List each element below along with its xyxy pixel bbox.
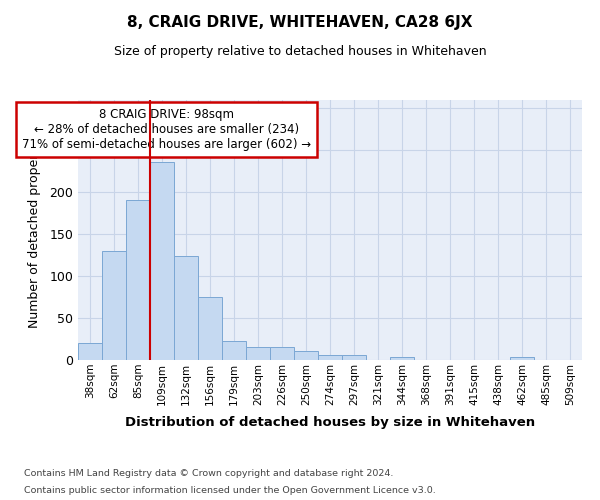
Bar (174, 256, 198, 360)
Bar (294, 351, 318, 360)
Bar (510, 358, 534, 360)
Bar (102, 251, 126, 360)
X-axis label: Distribution of detached houses by size in Whitehaven: Distribution of detached houses by size … (125, 416, 535, 429)
Y-axis label: Number of detached properties: Number of detached properties (28, 132, 41, 328)
Bar (246, 348, 270, 360)
Bar (150, 162, 174, 360)
Text: Contains public sector information licensed under the Open Government Licence v3: Contains public sector information licen… (24, 486, 436, 495)
Text: 8, CRAIG DRIVE, WHITEHAVEN, CA28 6JX: 8, CRAIG DRIVE, WHITEHAVEN, CA28 6JX (127, 15, 473, 30)
Bar (390, 358, 414, 360)
Bar (222, 340, 246, 360)
Bar (78, 343, 102, 360)
Bar (318, 355, 342, 360)
Text: Size of property relative to detached houses in Whitehaven: Size of property relative to detached ho… (113, 45, 487, 58)
Bar (126, 200, 150, 360)
Text: Contains HM Land Registry data © Crown copyright and database right 2024.: Contains HM Land Registry data © Crown c… (24, 468, 394, 477)
Bar (342, 355, 366, 360)
Text: 8 CRAIG DRIVE: 98sqm
← 28% of detached houses are smaller (234)
71% of semi-deta: 8 CRAIG DRIVE: 98sqm ← 28% of detached h… (22, 108, 311, 151)
Bar (270, 348, 294, 360)
Bar (198, 297, 222, 360)
